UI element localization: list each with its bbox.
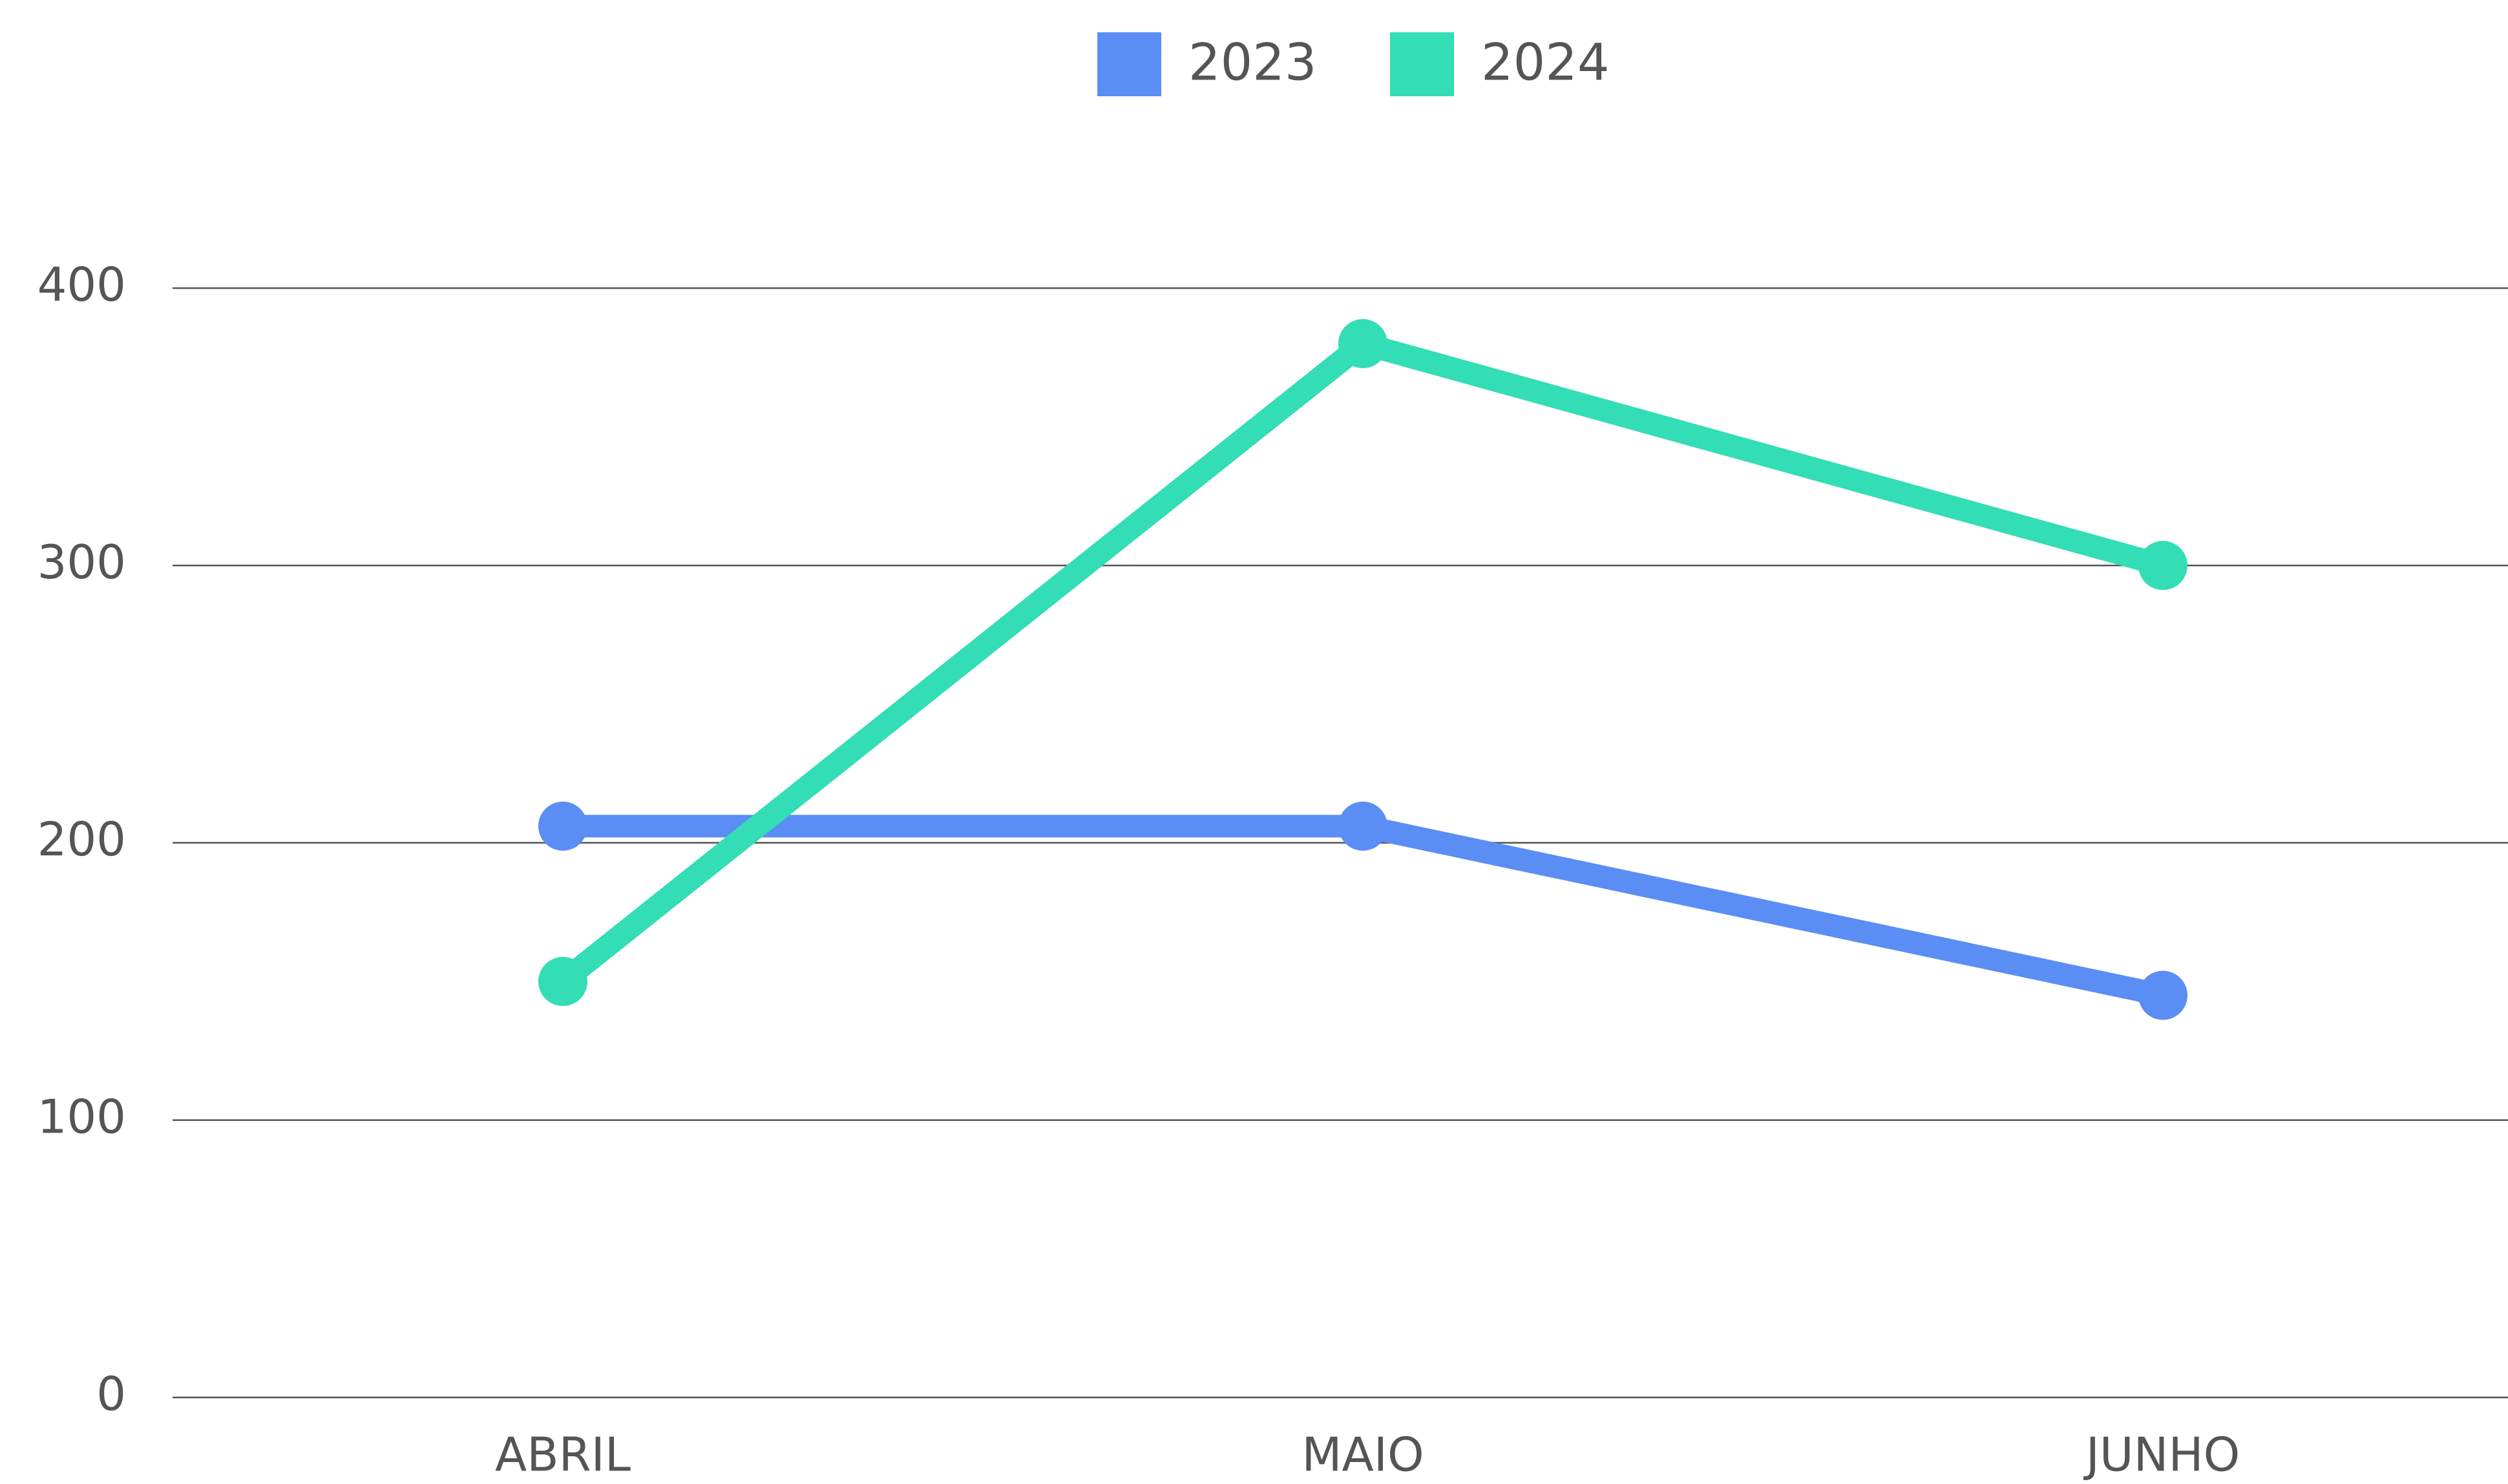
- y-tick-label: 300: [37, 535, 126, 589]
- series-line: [556, 332, 2166, 990]
- legend-label: 2024: [1481, 34, 1610, 92]
- legend-label: 2023: [1188, 34, 1317, 92]
- x-tick-label: MAIO: [1301, 1428, 1424, 1481]
- x-tick-label: ABRIL: [495, 1428, 631, 1481]
- y-tick-label: 100: [37, 1089, 126, 1144]
- point: [2138, 970, 2187, 1020]
- point: [538, 801, 587, 851]
- x-tick-label: JUNHO: [2083, 1428, 2240, 1481]
- legend-swatch: [1097, 32, 1161, 96]
- point: [1338, 801, 1387, 851]
- y-tick-label: 400: [37, 258, 126, 312]
- point: [2138, 541, 2187, 590]
- y-tick-label: 200: [37, 812, 126, 866]
- y-tick-label: 0: [96, 1367, 126, 1421]
- legend-swatch: [1390, 32, 1454, 96]
- point: [538, 957, 587, 1007]
- series-line: [563, 815, 2166, 1007]
- point: [1338, 319, 1387, 368]
